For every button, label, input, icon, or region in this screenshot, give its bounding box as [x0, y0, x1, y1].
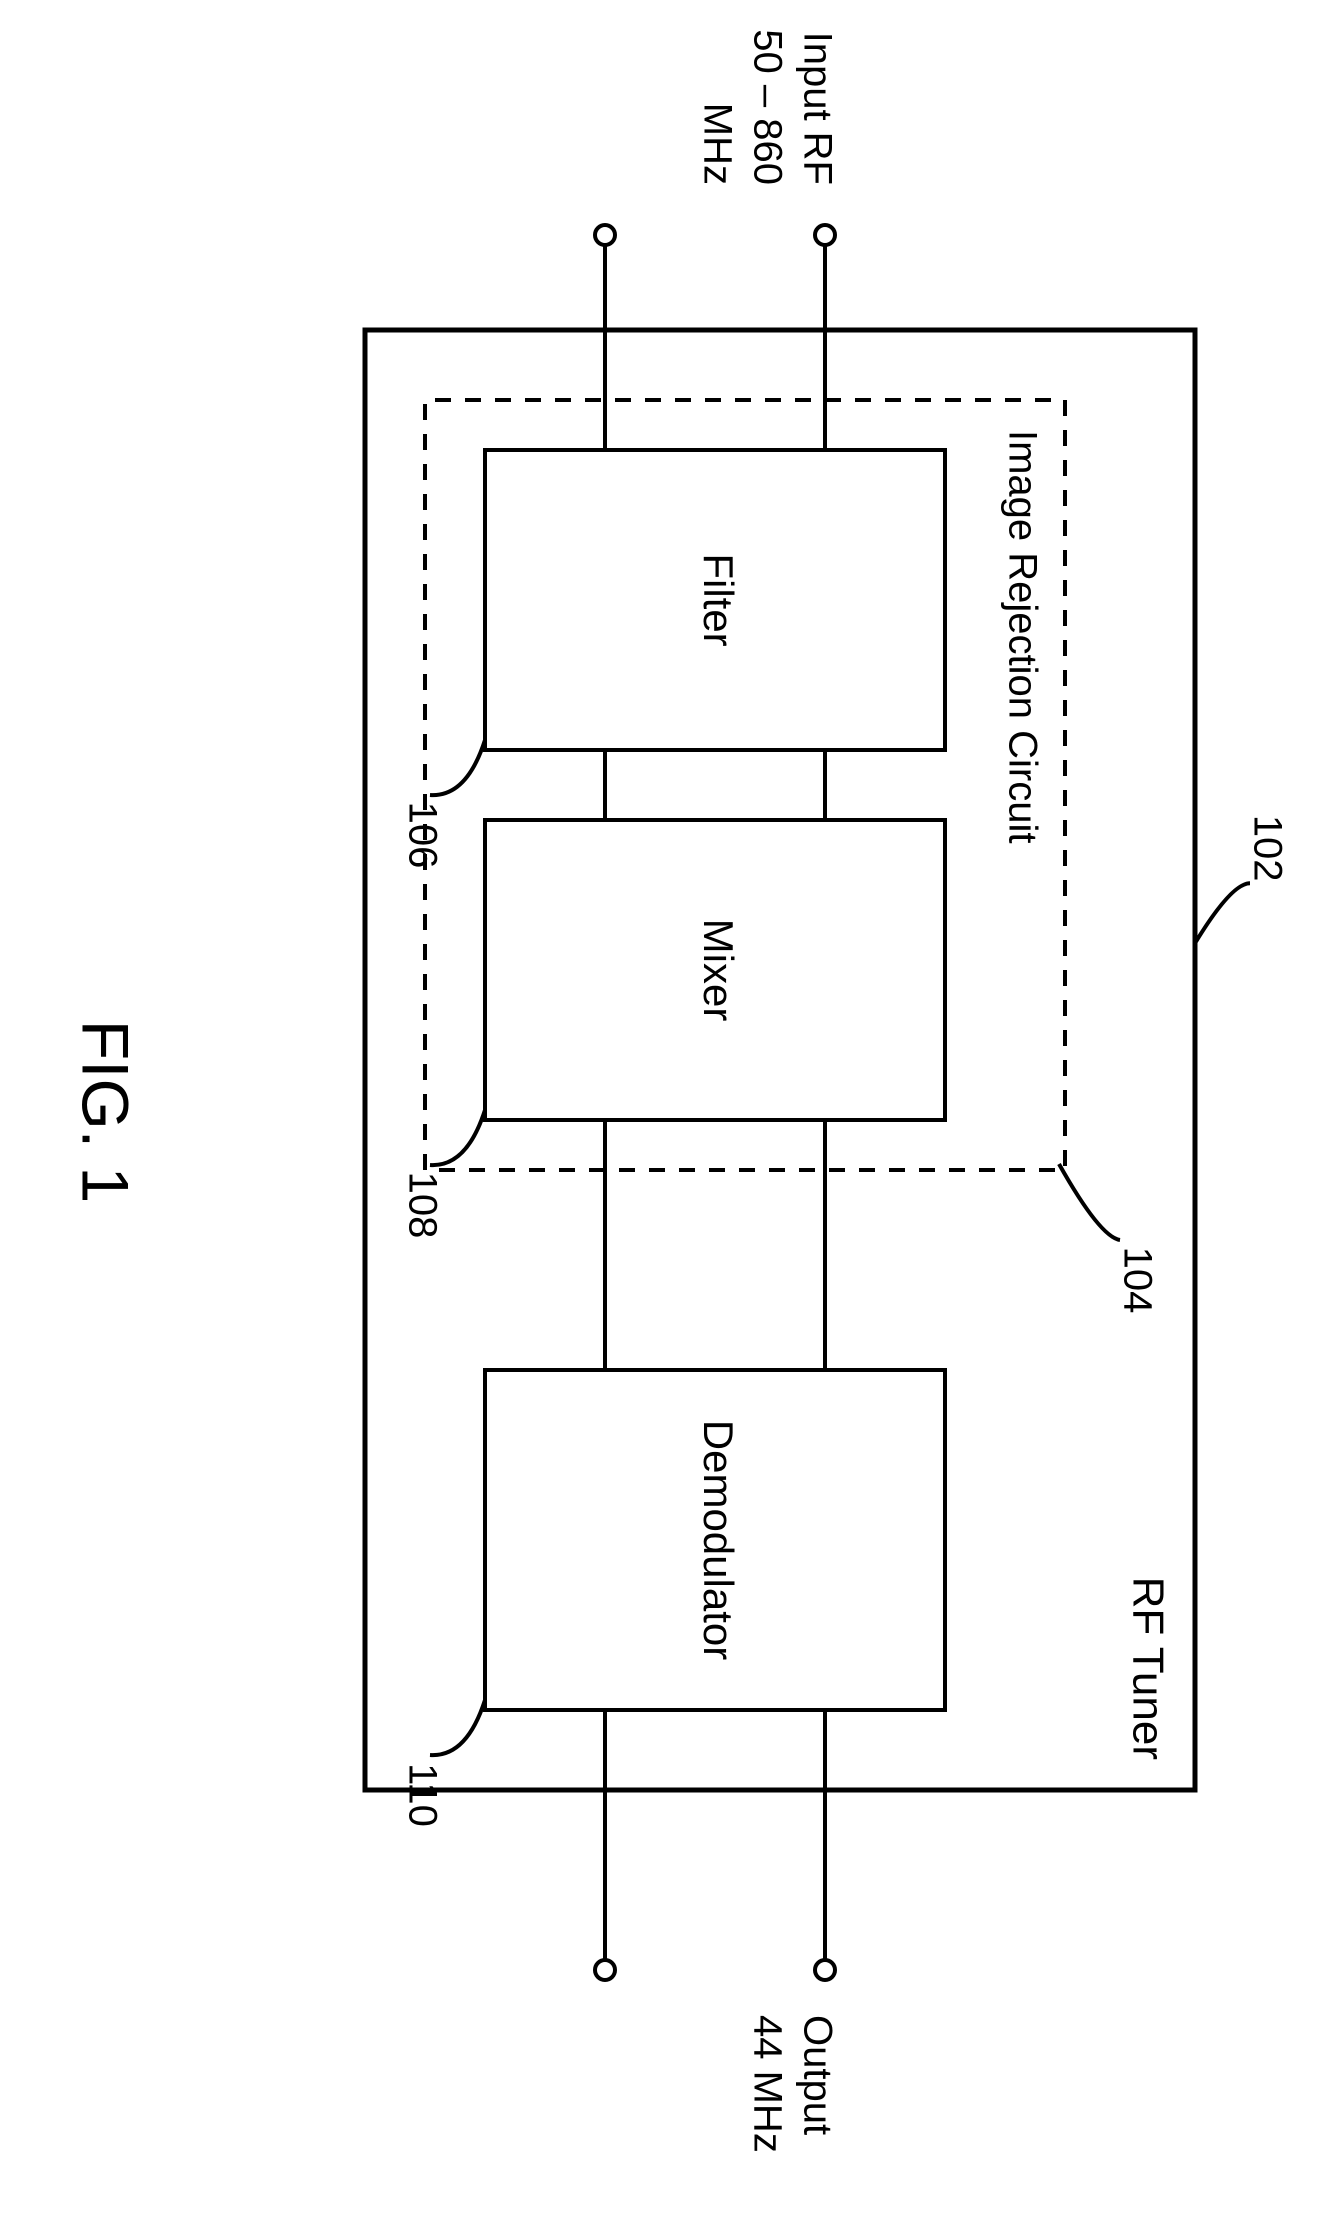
leader-108 [430, 1110, 485, 1165]
output-label-0: Output [795, 2015, 839, 2135]
filter-label: Filter [695, 553, 742, 646]
rf-tuner-label: RF Tuner [1123, 1577, 1172, 1760]
terminal-in-top [815, 225, 835, 245]
image-rejection-label: Image Rejection Circuit [1000, 430, 1044, 844]
ref-108: 108 [400, 1172, 444, 1239]
leader-102 [1195, 883, 1250, 943]
ref-110: 110 [400, 1763, 444, 1827]
input-label-0: Input RF [795, 32, 839, 185]
input-label-2: MHz [695, 103, 739, 185]
leader-106 [430, 740, 485, 795]
input-label-1: 50 – 860 [745, 29, 789, 185]
terminal-in-bot [595, 225, 615, 245]
rf-tuner-box [365, 330, 1195, 1790]
ref-106: 106 [400, 802, 444, 869]
terminal-out-top [815, 1960, 835, 1980]
leader-104 [1059, 1164, 1120, 1240]
output-label-1: 44 MHz [745, 2015, 789, 2153]
demodulator-label: Demodulator [695, 1420, 742, 1660]
figure-caption: FIG. 1 [69, 1020, 143, 1203]
ref-104: 104 [1115, 1247, 1159, 1314]
ref-102: 102 [1245, 815, 1289, 882]
leader-110 [430, 1700, 485, 1755]
image-rejection-box [425, 400, 1065, 1170]
mixer-label: Mixer [695, 919, 742, 1022]
terminal-out-bot [595, 1960, 615, 1980]
